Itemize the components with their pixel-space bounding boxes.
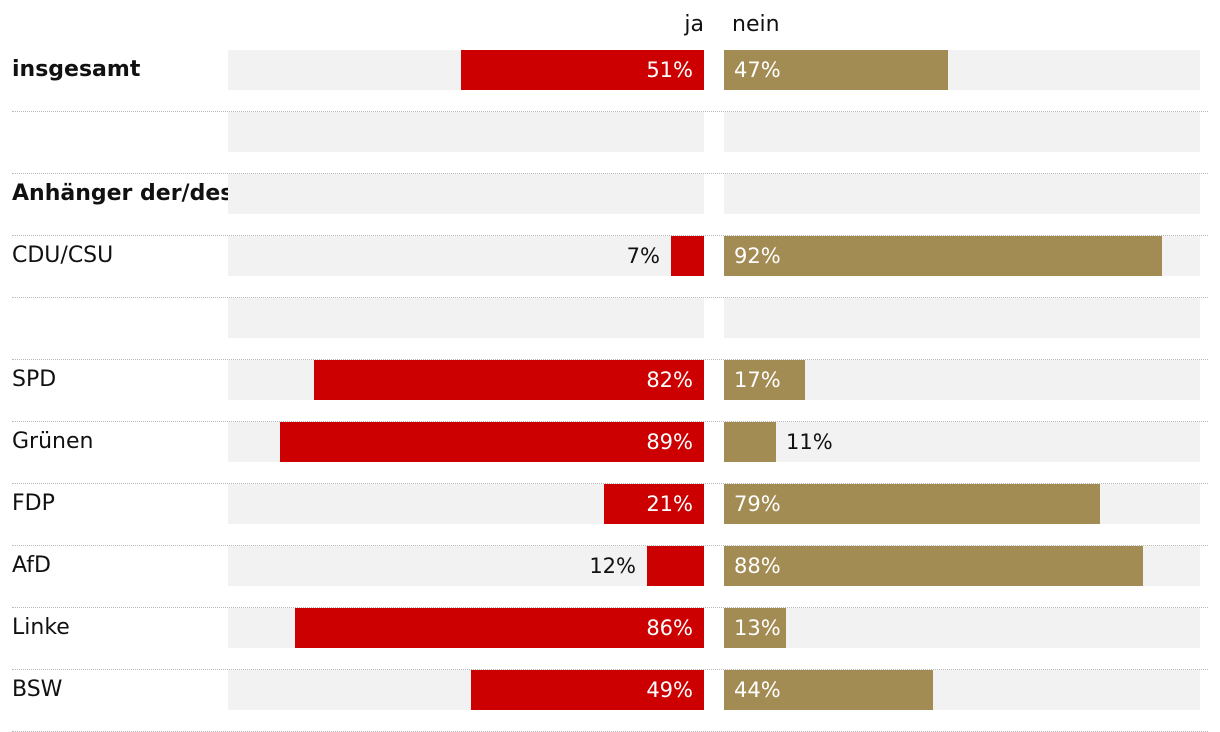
bar-nein [724,236,1162,276]
row-divider [12,483,1208,484]
track-nein [724,112,1200,152]
track-nein: 17% [724,360,1200,400]
track-ja: 12% [228,546,704,586]
row-divider [12,607,1208,608]
chart-row: Anhänger der/des [0,174,1220,236]
bar-nein [724,50,948,90]
row-divider [12,545,1208,546]
track-nein: 47% [724,50,1200,90]
value-label-ja: 89% [646,430,693,454]
chart-row: CDU/CSU 7% 92% [0,236,1220,298]
track-nein: 92% [724,236,1200,276]
chart-row: SPD 82% 17% [0,360,1220,422]
chart-row [0,298,1220,360]
row-label: AfD [12,553,51,578]
value-label-nein: 88% [734,554,781,578]
bar-nein [724,360,805,400]
value-label-ja: 86% [646,616,693,640]
row-divider [12,297,1208,298]
track-nein: 11% [724,422,1200,462]
chart-row: AfD 12% 88% [0,546,1220,608]
bar-ja [314,360,704,400]
row-divider [12,359,1208,360]
legend-nein: nein [732,12,780,37]
chart-row: Linke 86% 13% [0,608,1220,670]
track-nein [724,298,1200,338]
value-label-ja: 51% [646,58,693,82]
chart-row: Grünen 89% 11% [0,422,1220,484]
row-divider [12,173,1208,174]
bar-nein [724,484,1100,524]
bar-nein [724,546,1143,586]
track-nein: 44% [724,670,1200,710]
value-label-ja: 49% [646,678,693,702]
bar-ja [604,484,704,524]
value-label-nein: 44% [734,678,781,702]
chart-row: BSW 49% 44% [0,670,1220,732]
row-divider [12,111,1208,112]
row-label: Grünen [12,429,94,454]
bar-nein [724,422,776,462]
value-label-nein: 17% [734,368,781,392]
row-label: Linke [12,615,70,640]
track-ja: 49% [228,670,704,710]
bar-ja [471,670,704,710]
track-ja [228,298,704,338]
track-ja: 51% [228,50,704,90]
row-label: FDP [12,491,55,516]
bar-ja [647,546,704,586]
bar-ja [461,50,704,90]
bar-ja [295,608,704,648]
row-divider [12,669,1208,670]
track-ja: 7% [228,236,704,276]
track-ja: 86% [228,608,704,648]
track-nein [724,174,1200,214]
value-label-ja: 7% [626,244,660,268]
row-label: CDU/CSU [12,243,114,268]
row-label: SPD [12,367,57,392]
row-divider [12,235,1208,236]
track-ja: 82% [228,360,704,400]
track-nein: 88% [724,546,1200,586]
value-label-nein: 79% [734,492,781,516]
value-label-ja: 82% [646,368,693,392]
bar-nein [724,608,786,648]
track-ja [228,174,704,214]
track-ja [228,112,704,152]
row-label: insgesamt [12,57,141,82]
track-ja: 89% [228,422,704,462]
value-label-nein: 92% [734,244,781,268]
track-nein: 13% [724,608,1200,648]
chart-row: FDP 21% 79% [0,484,1220,546]
bar-ja [280,422,704,462]
bar-nein [724,670,933,710]
value-label-nein: 13% [734,616,781,640]
value-label-nein: 11% [786,430,833,454]
track-ja: 21% [228,484,704,524]
value-label-ja: 12% [589,554,636,578]
value-label-nein: 47% [734,58,781,82]
row-label: Anhänger der/des [12,181,234,206]
chart-row: insgesamt 51% 47% [0,50,1220,112]
row-label: BSW [12,677,63,702]
legend-ja: ja [684,12,704,37]
row-divider [12,421,1208,422]
track-nein: 79% [724,484,1200,524]
chart-row [0,112,1220,174]
bar-ja [671,236,704,276]
value-label-ja: 21% [646,492,693,516]
